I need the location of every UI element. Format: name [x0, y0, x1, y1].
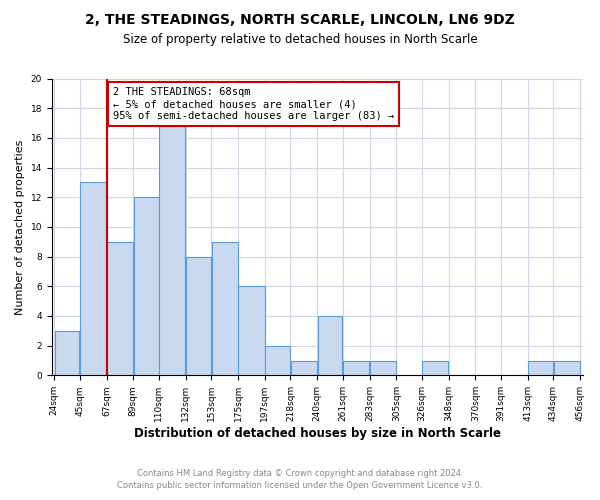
Bar — [422, 360, 448, 376]
Bar — [186, 256, 211, 376]
Text: Contains public sector information licensed under the Open Government Licence v3: Contains public sector information licen… — [118, 481, 482, 490]
Bar — [265, 346, 290, 376]
Bar — [107, 242, 133, 376]
Bar — [212, 242, 238, 376]
Bar — [370, 360, 396, 376]
Text: Size of property relative to detached houses in North Scarle: Size of property relative to detached ho… — [122, 32, 478, 46]
Bar — [238, 286, 265, 376]
Y-axis label: Number of detached properties: Number of detached properties — [15, 139, 25, 314]
Bar — [528, 360, 553, 376]
X-axis label: Distribution of detached houses by size in North Scarle: Distribution of detached houses by size … — [134, 427, 501, 440]
Bar — [159, 123, 185, 376]
Bar — [134, 197, 158, 376]
Bar — [554, 360, 580, 376]
Text: 2 THE STEADINGS: 68sqm
← 5% of detached houses are smaller (4)
95% of semi-detac: 2 THE STEADINGS: 68sqm ← 5% of detached … — [113, 88, 394, 120]
Bar — [343, 360, 369, 376]
Bar — [317, 316, 343, 376]
Text: 2, THE STEADINGS, NORTH SCARLE, LINCOLN, LN6 9DZ: 2, THE STEADINGS, NORTH SCARLE, LINCOLN,… — [85, 12, 515, 26]
Bar — [55, 331, 79, 376]
Bar — [80, 182, 106, 376]
Bar — [291, 360, 317, 376]
Text: Contains HM Land Registry data © Crown copyright and database right 2024.: Contains HM Land Registry data © Crown c… — [137, 468, 463, 477]
